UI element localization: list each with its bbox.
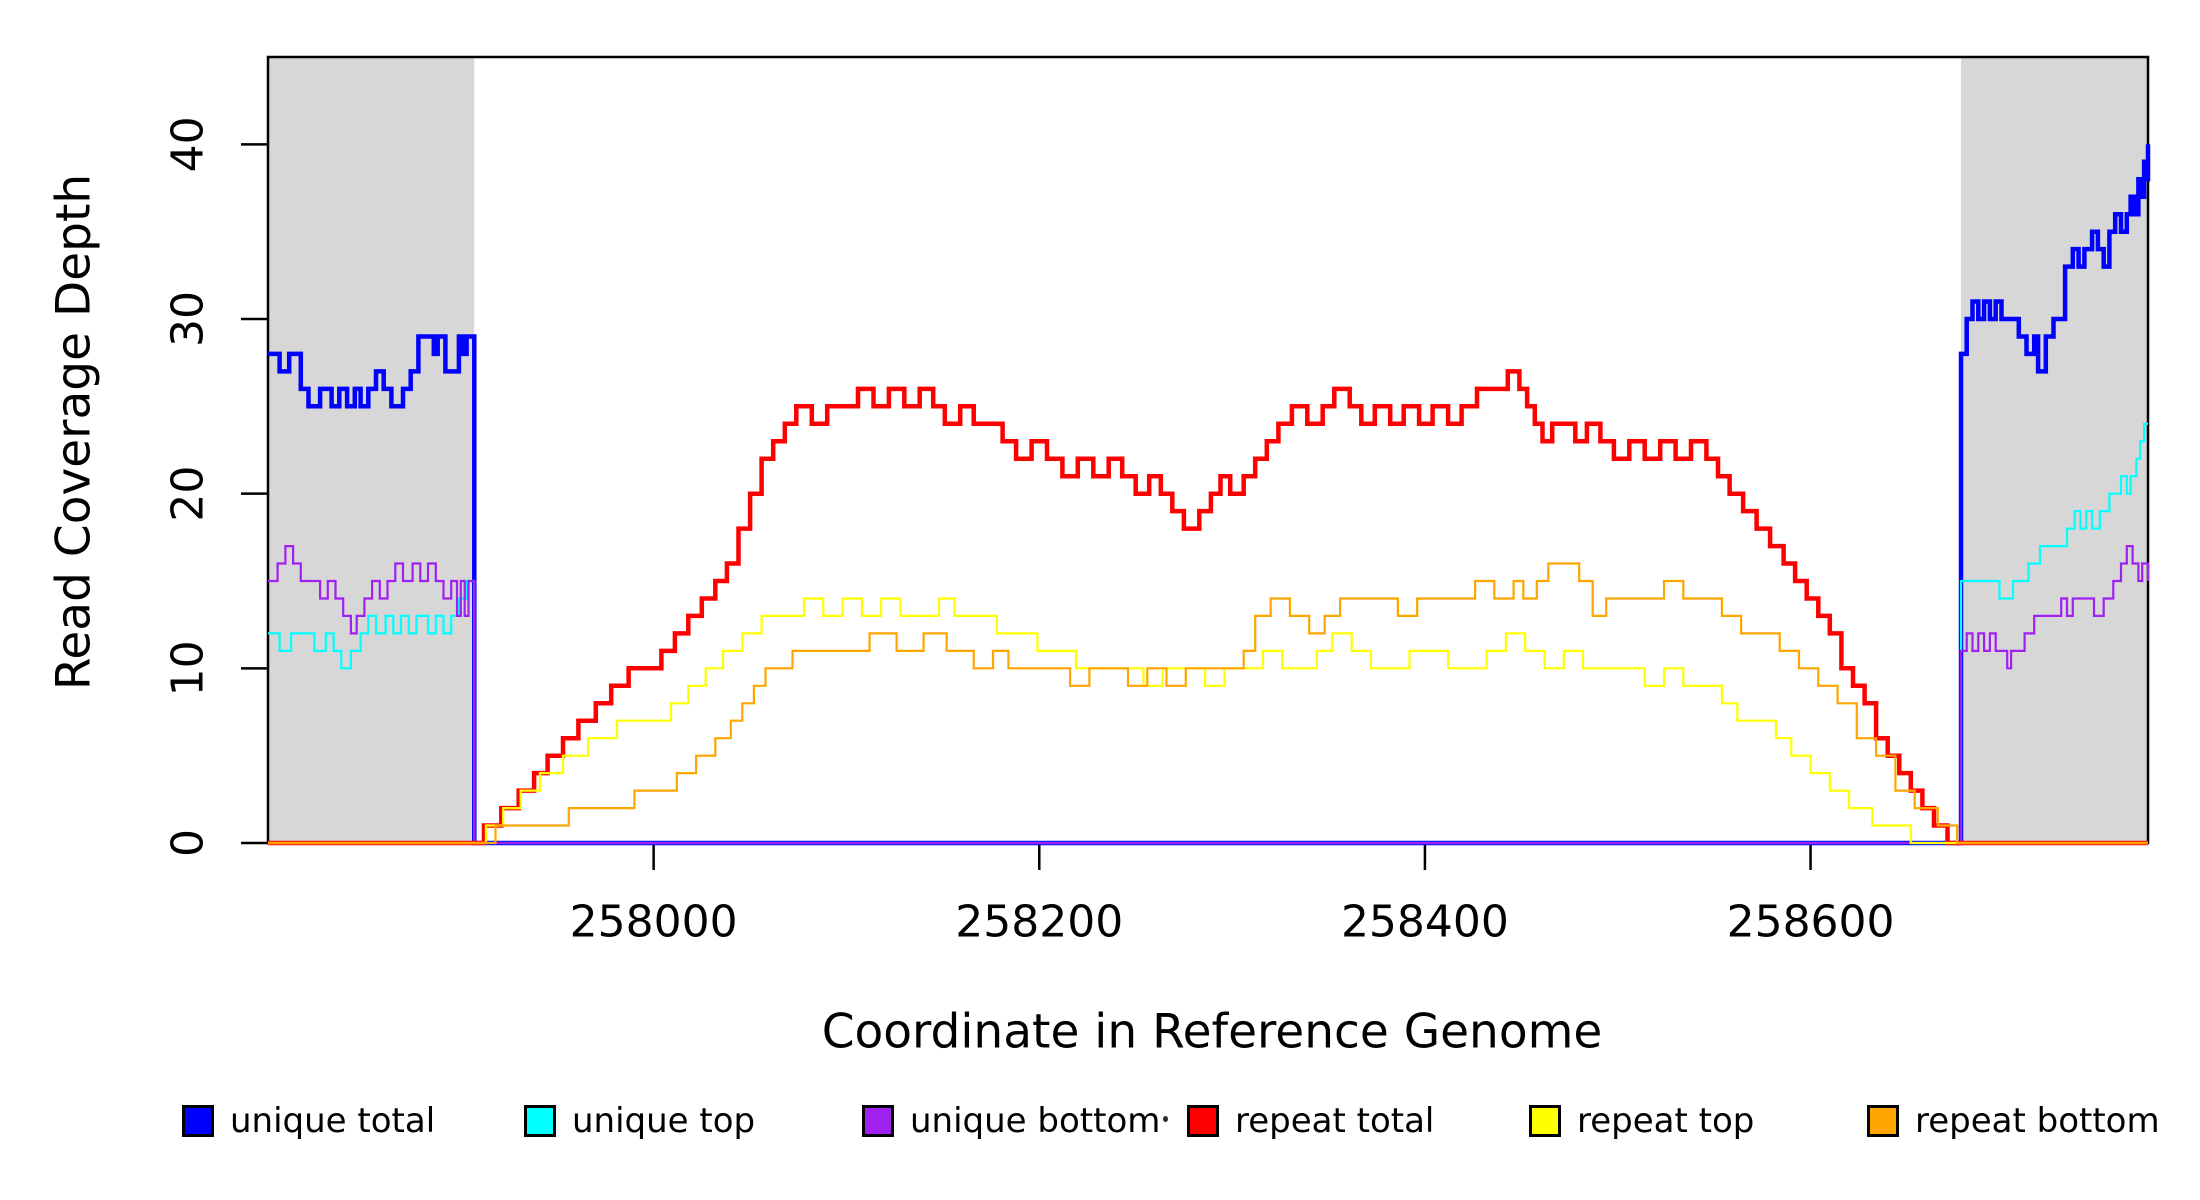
shaded-region-right	[1960, 57, 2148, 843]
x-axis-title: Coordinate in Reference Genome	[822, 1005, 1603, 1060]
y-tick-label: 30	[163, 291, 214, 347]
y-tick-label: 0	[163, 829, 214, 857]
series-unique-bottom	[268, 545, 2150, 845]
series-unique-total	[268, 144, 2151, 846]
y-tick-label: 10	[163, 640, 214, 696]
y-tick-label: 40	[163, 116, 214, 172]
y-axis-title: Read Coverage Depth	[47, 174, 102, 690]
shaded-region-left	[268, 57, 475, 843]
x-tick-label: 258400	[1341, 897, 1509, 948]
series-repeat-bottom	[268, 562, 2148, 845]
x-tick-label: 258000	[570, 897, 738, 948]
y-tick-label: 20	[163, 466, 214, 522]
series-repeat-total	[268, 369, 2148, 846]
series-unique-top	[268, 422, 2148, 845]
plot-layer: 258000 258200 258400 258600 0 10 20 30 40	[163, 55, 2151, 948]
x-tick-label: 258600	[1727, 897, 1895, 948]
x-tick-label: 258200	[955, 897, 1123, 948]
series-repeat-top	[268, 597, 2148, 845]
plot-border	[266, 55, 2150, 845]
